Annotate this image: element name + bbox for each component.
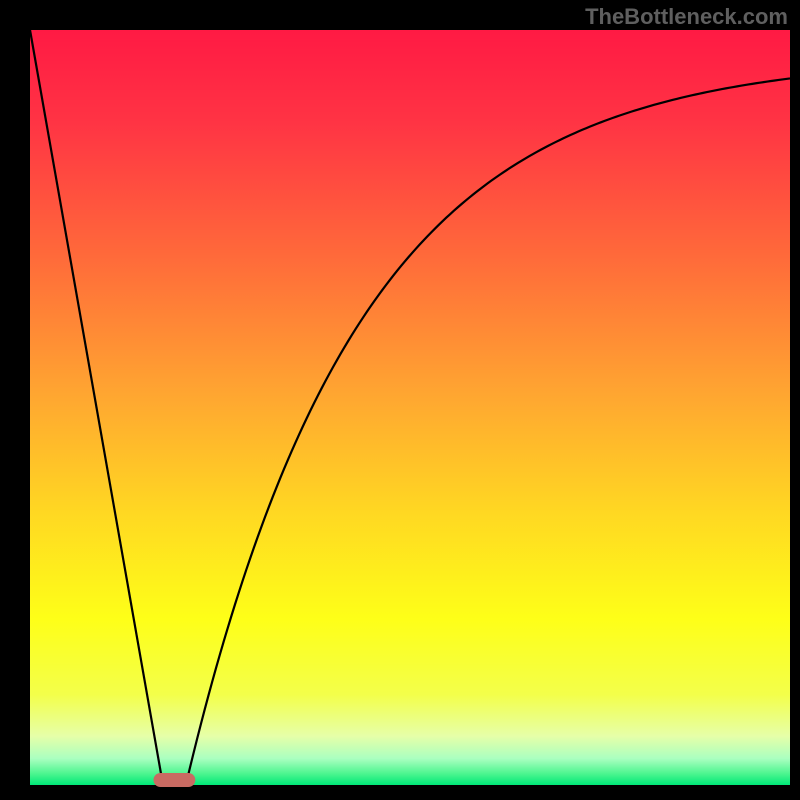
bottleneck-chart <box>0 0 800 800</box>
watermark-text: TheBottleneck.com <box>585 4 788 30</box>
chart-container: TheBottleneck.com <box>0 0 800 800</box>
valley-marker <box>154 773 196 787</box>
